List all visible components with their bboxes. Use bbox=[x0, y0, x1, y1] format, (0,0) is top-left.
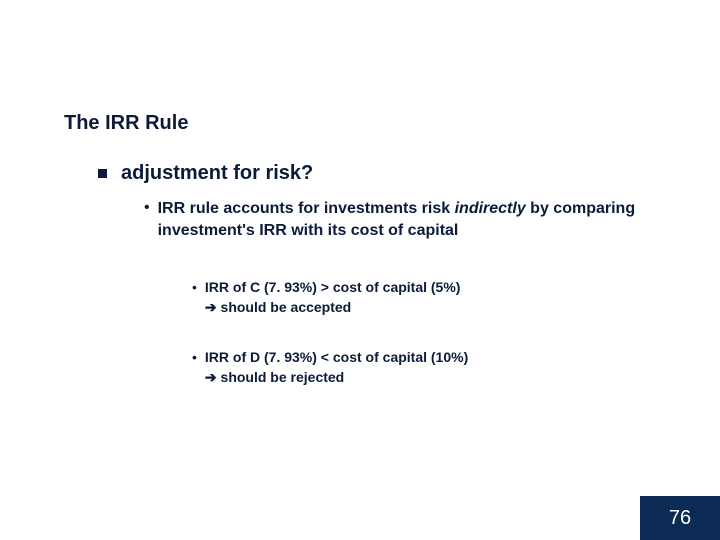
bullet-dot-icon: • bbox=[144, 198, 150, 219]
sub2b-line1: IRR of D (7. 93%) < cost of capital (10%… bbox=[205, 349, 468, 365]
main-bullet: adjustment for risk? bbox=[98, 162, 313, 185]
slide: The IRR Rule adjustment for risk? • IRR … bbox=[0, 0, 720, 540]
sub-bullet-2a-text: IRR of C (7. 93%) > cost of capital (5%)… bbox=[205, 278, 461, 317]
arrow-icon: ➔ bbox=[205, 369, 217, 385]
sub-bullet-1-text: IRR rule accounts for investments risk i… bbox=[158, 198, 674, 241]
bullet-dot-icon: • bbox=[192, 348, 197, 367]
arrow-icon: ➔ bbox=[205, 299, 217, 315]
sub-bullet-2b: • IRR of D (7. 93%) < cost of capital (1… bbox=[192, 348, 652, 387]
sub1-prefix: IRR rule accounts for investments risk bbox=[158, 200, 455, 217]
page-number: 76 bbox=[669, 507, 691, 530]
sub2a-line2: should be accepted bbox=[221, 299, 352, 315]
sub1-italic: indirectly bbox=[455, 200, 526, 217]
sub-bullet-1: • IRR rule accounts for investments risk… bbox=[144, 198, 674, 241]
sub2b-line2: should be rejected bbox=[221, 369, 345, 385]
main-bullet-text: adjustment for risk? bbox=[121, 162, 313, 185]
sub-bullet-2b-text: IRR of D (7. 93%) < cost of capital (10%… bbox=[205, 348, 468, 387]
bullet-dot-icon: • bbox=[192, 278, 197, 297]
square-bullet-icon bbox=[98, 169, 107, 178]
sub2a-line1: IRR of C (7. 93%) > cost of capital (5%) bbox=[205, 279, 461, 295]
slide-title: The IRR Rule bbox=[64, 112, 188, 135]
sub-bullet-2a: • IRR of C (7. 93%) > cost of capital (5… bbox=[192, 278, 652, 317]
page-number-box: 76 bbox=[640, 496, 720, 540]
